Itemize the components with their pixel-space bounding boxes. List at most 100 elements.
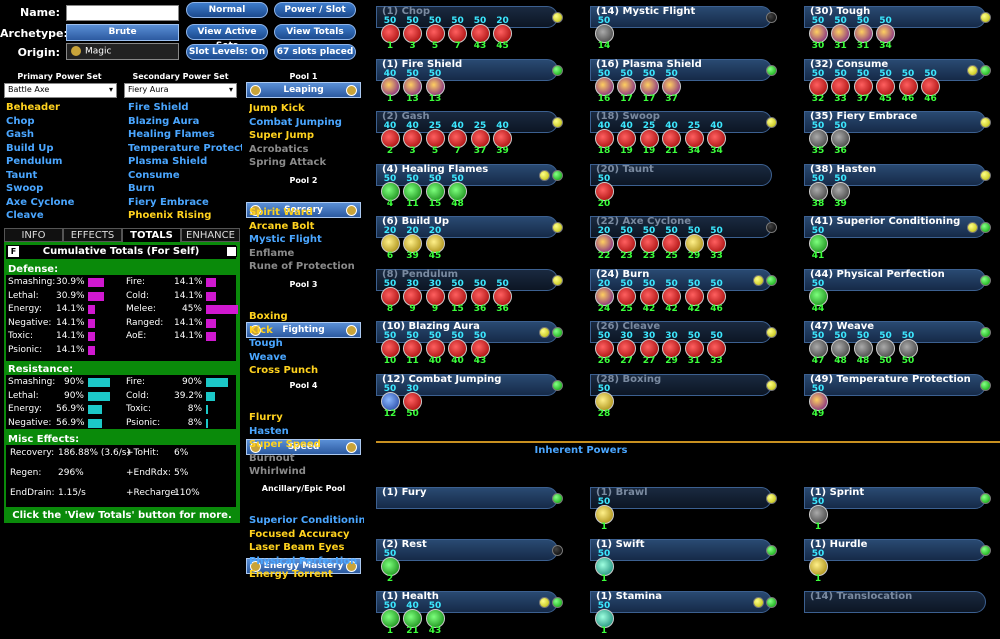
secondary-select[interactable]: Fiery Aura ▾ <box>124 83 237 98</box>
enhancement-slot-icon[interactable] <box>808 24 828 43</box>
yellow-status-icon[interactable] <box>539 169 550 181</box>
view-totals-button[interactable]: View Totals <box>274 24 356 40</box>
enhancement-slot-icon[interactable] <box>380 24 400 43</box>
power-list-item[interactable]: Boxing <box>249 311 288 322</box>
slots-placed-button[interactable]: 67 slots placed <box>274 44 356 60</box>
yellow-status-icon[interactable] <box>967 64 978 76</box>
enhancement-slot-icon[interactable] <box>808 181 828 201</box>
green-status-icon[interactable] <box>766 274 777 286</box>
enhancement-slot-icon[interactable] <box>898 76 918 96</box>
enhancement-slot-icon[interactable] <box>594 24 614 43</box>
power-list-item[interactable]: Jump Kick <box>249 103 305 114</box>
green-status-icon[interactable] <box>980 493 991 504</box>
pool-select[interactable]: Speed <box>246 439 361 455</box>
tab-totals[interactable]: TOTALS <box>122 228 181 242</box>
enhancement-slot-icon[interactable] <box>707 234 726 253</box>
green-status-icon[interactable] <box>980 379 991 391</box>
power-list-item[interactable]: Consume <box>128 169 180 181</box>
power-list-item[interactable]: Arcane Bolt <box>249 220 315 232</box>
yellow-status-icon[interactable] <box>552 274 563 286</box>
green-status-icon[interactable] <box>552 379 563 391</box>
enhancement-slot-icon[interactable] <box>448 181 467 201</box>
enhancement-slot-icon[interactable] <box>707 129 726 148</box>
green-status-icon[interactable] <box>552 169 563 181</box>
enhancement-slot-icon[interactable] <box>853 339 873 358</box>
enhancement-slot-icon[interactable] <box>380 286 400 306</box>
power-list-item[interactable]: Physical Perfection <box>249 555 358 567</box>
enhancement-slot-icon[interactable] <box>425 129 445 148</box>
enhancement-slot-icon[interactable] <box>380 557 400 576</box>
enhancement-slot-icon[interactable] <box>380 129 400 148</box>
enhancement-slot-icon[interactable] <box>617 286 636 306</box>
enhancement-slot-icon[interactable] <box>380 181 400 201</box>
green-status-icon[interactable] <box>552 597 563 608</box>
normal-button[interactable]: Normal <box>186 2 268 18</box>
enhancement-slot-icon[interactable] <box>425 234 445 253</box>
yellow-status-icon[interactable] <box>766 493 777 504</box>
enhancement-slot-icon[interactable] <box>594 129 614 148</box>
power-list-item[interactable]: Enflame <box>249 247 295 259</box>
enhancement-slot-icon[interactable] <box>594 505 614 524</box>
enhancement-slot-icon[interactable] <box>470 286 490 306</box>
enhancement-slot-icon[interactable] <box>639 234 659 253</box>
enhancement-slot-icon[interactable] <box>639 129 659 148</box>
slot-levels-button[interactable]: Slot Levels: On <box>186 44 268 60</box>
enhancement-slot-icon[interactable] <box>639 286 659 306</box>
power-list-item[interactable]: Hasten <box>249 425 289 437</box>
enhancement-slot-icon[interactable] <box>594 181 614 201</box>
yellow-status-icon[interactable] <box>980 12 991 23</box>
green-status-icon[interactable] <box>766 64 777 76</box>
enhancement-slot-icon[interactable] <box>662 129 681 148</box>
enhancement-slot-icon[interactable] <box>808 505 828 524</box>
power-list-item[interactable]: Beheader <box>6 102 60 113</box>
enhancement-slot-icon[interactable] <box>425 609 445 628</box>
yellow-status-icon[interactable] <box>539 327 550 338</box>
enhancement-slot-icon[interactable] <box>403 391 422 411</box>
enhancement-slot-icon[interactable] <box>594 609 614 628</box>
power-list-item[interactable]: Chop <box>6 115 35 127</box>
enhancement-slot-icon[interactable] <box>639 76 659 96</box>
yellow-status-icon[interactable] <box>552 12 563 23</box>
enhancement-slot-icon[interactable] <box>662 76 681 96</box>
enhancement-slot-icon[interactable] <box>831 339 850 358</box>
enhancement-slot-icon[interactable] <box>876 76 895 96</box>
power-list-item[interactable]: Axe Cyclone <box>6 196 75 208</box>
archetype-select[interactable]: Brute <box>66 24 179 41</box>
power-list-item[interactable]: Energy Torrent <box>249 569 333 580</box>
enhancement-slot-icon[interactable] <box>831 76 850 96</box>
power-slot-bar[interactable] <box>804 591 986 613</box>
enhancement-slot-icon[interactable] <box>808 234 828 253</box>
yellow-status-icon[interactable] <box>980 117 991 128</box>
power-list-item[interactable]: Taunt <box>6 169 38 181</box>
enhancement-slot-icon[interactable] <box>425 286 445 306</box>
power-list-item[interactable]: Gash <box>6 129 35 140</box>
enhancement-slot-icon[interactable] <box>470 339 490 358</box>
name-input[interactable] <box>66 5 179 21</box>
enhancement-slot-icon[interactable] <box>617 129 636 148</box>
enhancement-slot-icon[interactable] <box>808 557 828 576</box>
power-list-item[interactable]: Cleave <box>6 210 44 221</box>
enhancement-slot-icon[interactable] <box>425 339 445 358</box>
enhancement-slot-icon[interactable] <box>380 234 400 253</box>
power-list-item[interactable]: Acrobatics <box>249 143 309 155</box>
tab-info[interactable]: INFO <box>4 228 63 242</box>
enhancement-slot-icon[interactable] <box>876 24 895 43</box>
enhancement-slot-icon[interactable] <box>403 24 422 43</box>
primary-select[interactable]: Battle Axe ▾ <box>4 83 117 98</box>
enhancement-slot-icon[interactable] <box>425 24 445 43</box>
pool-select[interactable]: Sorcery <box>246 202 361 218</box>
enhancement-slot-icon[interactable] <box>448 286 467 306</box>
enhancement-slot-icon[interactable] <box>493 129 512 148</box>
enhancement-slot-icon[interactable] <box>617 339 636 358</box>
enhancement-slot-icon[interactable] <box>898 339 918 358</box>
enhancement-slot-icon[interactable] <box>662 339 681 358</box>
green-status-icon[interactable] <box>552 327 563 338</box>
enhancement-slot-icon[interactable] <box>808 391 828 411</box>
enhancement-slot-icon[interactable] <box>425 181 445 201</box>
power-slot-button[interactable]: Power / Slot <box>274 2 356 18</box>
view-active-sets-button[interactable]: View Active Sets <box>186 24 268 51</box>
enhancement-slot-icon[interactable] <box>493 24 512 43</box>
green-status-icon[interactable] <box>552 64 563 76</box>
enhancement-slot-icon[interactable] <box>639 339 659 358</box>
power-list-item[interactable]: Super Jump <box>249 130 315 141</box>
